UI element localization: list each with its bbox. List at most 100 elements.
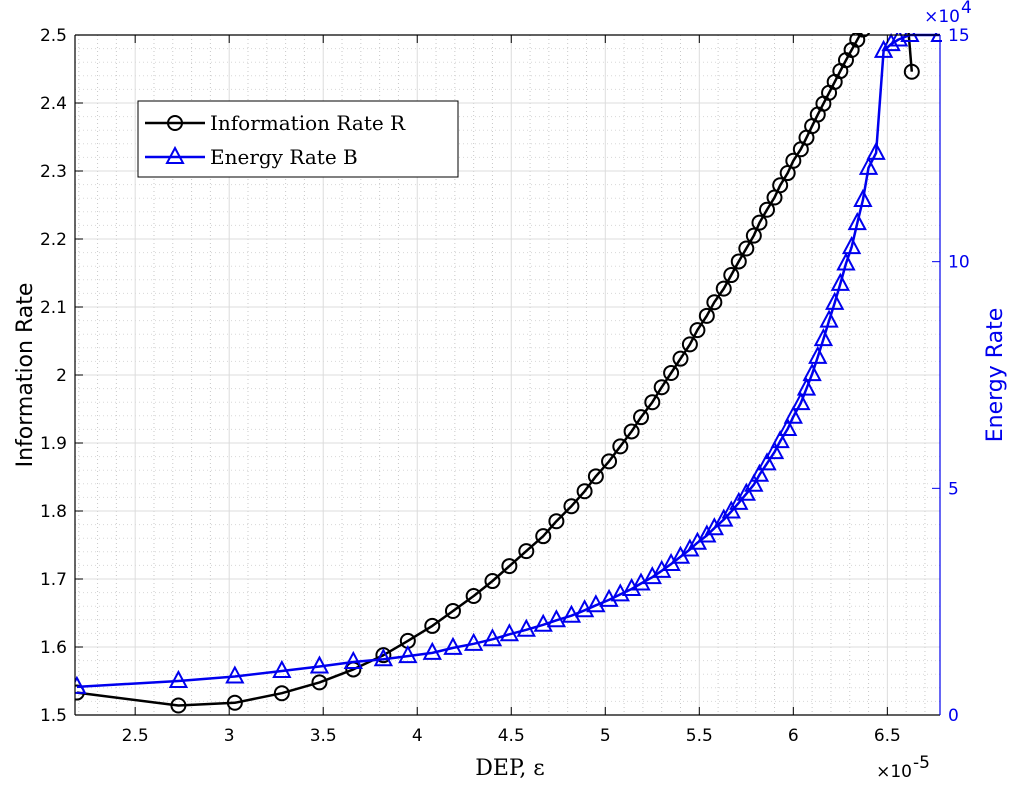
data-point-energy-rate-b: [813, 328, 834, 347]
data-point-information-rate-r: [633, 409, 650, 426]
data-point-energy-rate-b: [546, 609, 567, 628]
y2-multiplier: ×10 4: [924, 0, 972, 27]
data-point-energy-rate-b: [516, 618, 536, 637]
data-point-information-rate-r: [563, 498, 580, 515]
data-point-information-rate-r: [698, 307, 715, 324]
data-point-energy-rate-b: [736, 482, 756, 501]
data-point-energy-rate-b: [749, 463, 770, 482]
data-point-information-rate-r: [723, 267, 740, 284]
data-point-information-rate-r: [751, 214, 768, 231]
data-point-information-rate-r: [535, 528, 552, 545]
x-axis-title: DEP, ε: [475, 756, 544, 781]
data-point-energy-rate-b: [398, 644, 418, 664]
plot-area: [75, 33, 942, 714]
data-point-information-rate-r: [730, 253, 747, 270]
data-point-information-rate-r: [548, 513, 565, 530]
data-point-information-rate-r: [715, 280, 732, 297]
data-point-energy-rate-b: [866, 141, 886, 160]
data-point-energy-rate-b: [75, 675, 87, 694]
data-point-energy-rate-b: [858, 156, 879, 175]
axes: 2.5 3 3.5 4 4.5 5 5.5 6 6.5 1.5 1.6 1.7 1.8 1.9 2 2.1 2.…: [40, 26, 970, 746]
data-point-information-rate-r: [745, 227, 762, 244]
data-point-energy-rate-b: [225, 665, 245, 684]
data-point-energy-rate-b: [836, 252, 856, 271]
data-point-energy-rate-b: [309, 655, 330, 674]
data-point-energy-rate-b: [168, 669, 189, 688]
data-point-information-rate-r: [903, 63, 920, 80]
x-tick-label: 5.5: [686, 726, 713, 746]
x-multiplier-base: ×10: [876, 762, 912, 782]
x-tick-label: 2.5: [122, 726, 149, 746]
data-point-information-rate-r: [226, 694, 243, 711]
data-point-energy-rate-b: [757, 452, 777, 471]
y-tick-label: 1.6: [40, 638, 67, 658]
data-point-energy-rate-b: [853, 188, 873, 208]
x-tick-label: 4: [412, 726, 423, 746]
data-point-information-rate-r: [706, 294, 723, 311]
data-point-information-rate-r: [623, 423, 640, 440]
y2-multiplier-exponent: 4: [961, 0, 972, 18]
data-point-energy-rate-b: [847, 212, 867, 231]
data-point-information-rate-r: [681, 336, 698, 353]
y-tick-label: 1.7: [40, 570, 67, 590]
data-point-energy-rate-b: [443, 636, 463, 655]
legend-marker-circle-icon: [167, 115, 183, 131]
data-point-information-rate-r: [759, 201, 775, 218]
y-tick-label: 2: [56, 366, 67, 386]
data-point-energy-rate-b: [819, 309, 839, 328]
data-point-information-rate-r: [672, 350, 689, 367]
y-tick-label: 2.2: [40, 230, 67, 250]
legend: Information Rate R Energy Rate B: [137, 100, 459, 178]
data-point-information-rate-r: [644, 394, 661, 411]
y-tick-label: 2.5: [40, 26, 67, 46]
data-point-energy-rate-b: [704, 517, 725, 536]
x-tick-label: 3: [224, 726, 235, 746]
data-point-energy-rate-b: [561, 604, 582, 623]
data-point-energy-rate-b: [802, 362, 822, 382]
data-point-energy-rate-b: [796, 377, 817, 396]
y-axis-title: Information Rate: [13, 283, 38, 468]
y2-tick-label: 15: [948, 26, 970, 46]
data-point-energy-rate-b: [764, 440, 785, 460]
y2-multiplier-base: ×10: [924, 7, 960, 27]
series-layer: [75, 33, 942, 714]
y2-tick-label: 0: [948, 706, 959, 726]
data-point-energy-rate-b: [642, 566, 662, 585]
data-point-energy-rate-b: [841, 236, 862, 255]
series-line-energy-rate-b: [76, 33, 940, 689]
data-point-information-rate-r: [273, 685, 290, 702]
data-point-energy-rate-b: [621, 577, 642, 596]
x-multiplier-exponent: -5: [913, 753, 930, 773]
data-point-information-rate-r: [484, 573, 501, 590]
x-tick-label: 6: [788, 726, 799, 746]
data-point-energy-rate-b: [778, 417, 798, 436]
data-point-energy-rate-b: [830, 272, 851, 291]
data-point-energy-rate-b: [533, 613, 553, 632]
data-point-energy-rate-b: [729, 491, 749, 510]
data-point-energy-rate-b: [783, 405, 803, 424]
data-point-information-rate-r: [849, 33, 866, 48]
data-point-information-rate-r: [772, 177, 789, 194]
data-point-information-rate-r: [855, 33, 871, 38]
data-point-energy-rate-b: [900, 33, 920, 42]
y-tick-label: 1.9: [40, 434, 67, 454]
data-point-information-rate-r: [170, 697, 187, 714]
data-point-information-rate-r: [689, 322, 706, 339]
data-point-information-rate-r: [663, 364, 680, 381]
data-point-energy-rate-b: [770, 430, 790, 449]
x-tick-label: 4.5: [498, 726, 525, 746]
legend-label-energy-rate: Energy Rate B: [210, 145, 358, 169]
data-point-information-rate-r: [587, 468, 604, 485]
x-tick-label: 3.5: [310, 726, 337, 746]
x-multiplier: ×10 -5: [876, 753, 930, 782]
data-point-information-rate-r: [311, 674, 328, 691]
data-point-energy-rate-b: [791, 391, 811, 411]
data-point-information-rate-r: [612, 438, 629, 455]
data-point-energy-rate-b: [343, 650, 363, 669]
data-point-energy-rate-b: [499, 623, 520, 642]
data-point-information-rate-r: [601, 453, 618, 470]
x-tick-label: 5: [600, 726, 611, 746]
legend-label-information-rate: Information Rate R: [210, 111, 406, 135]
